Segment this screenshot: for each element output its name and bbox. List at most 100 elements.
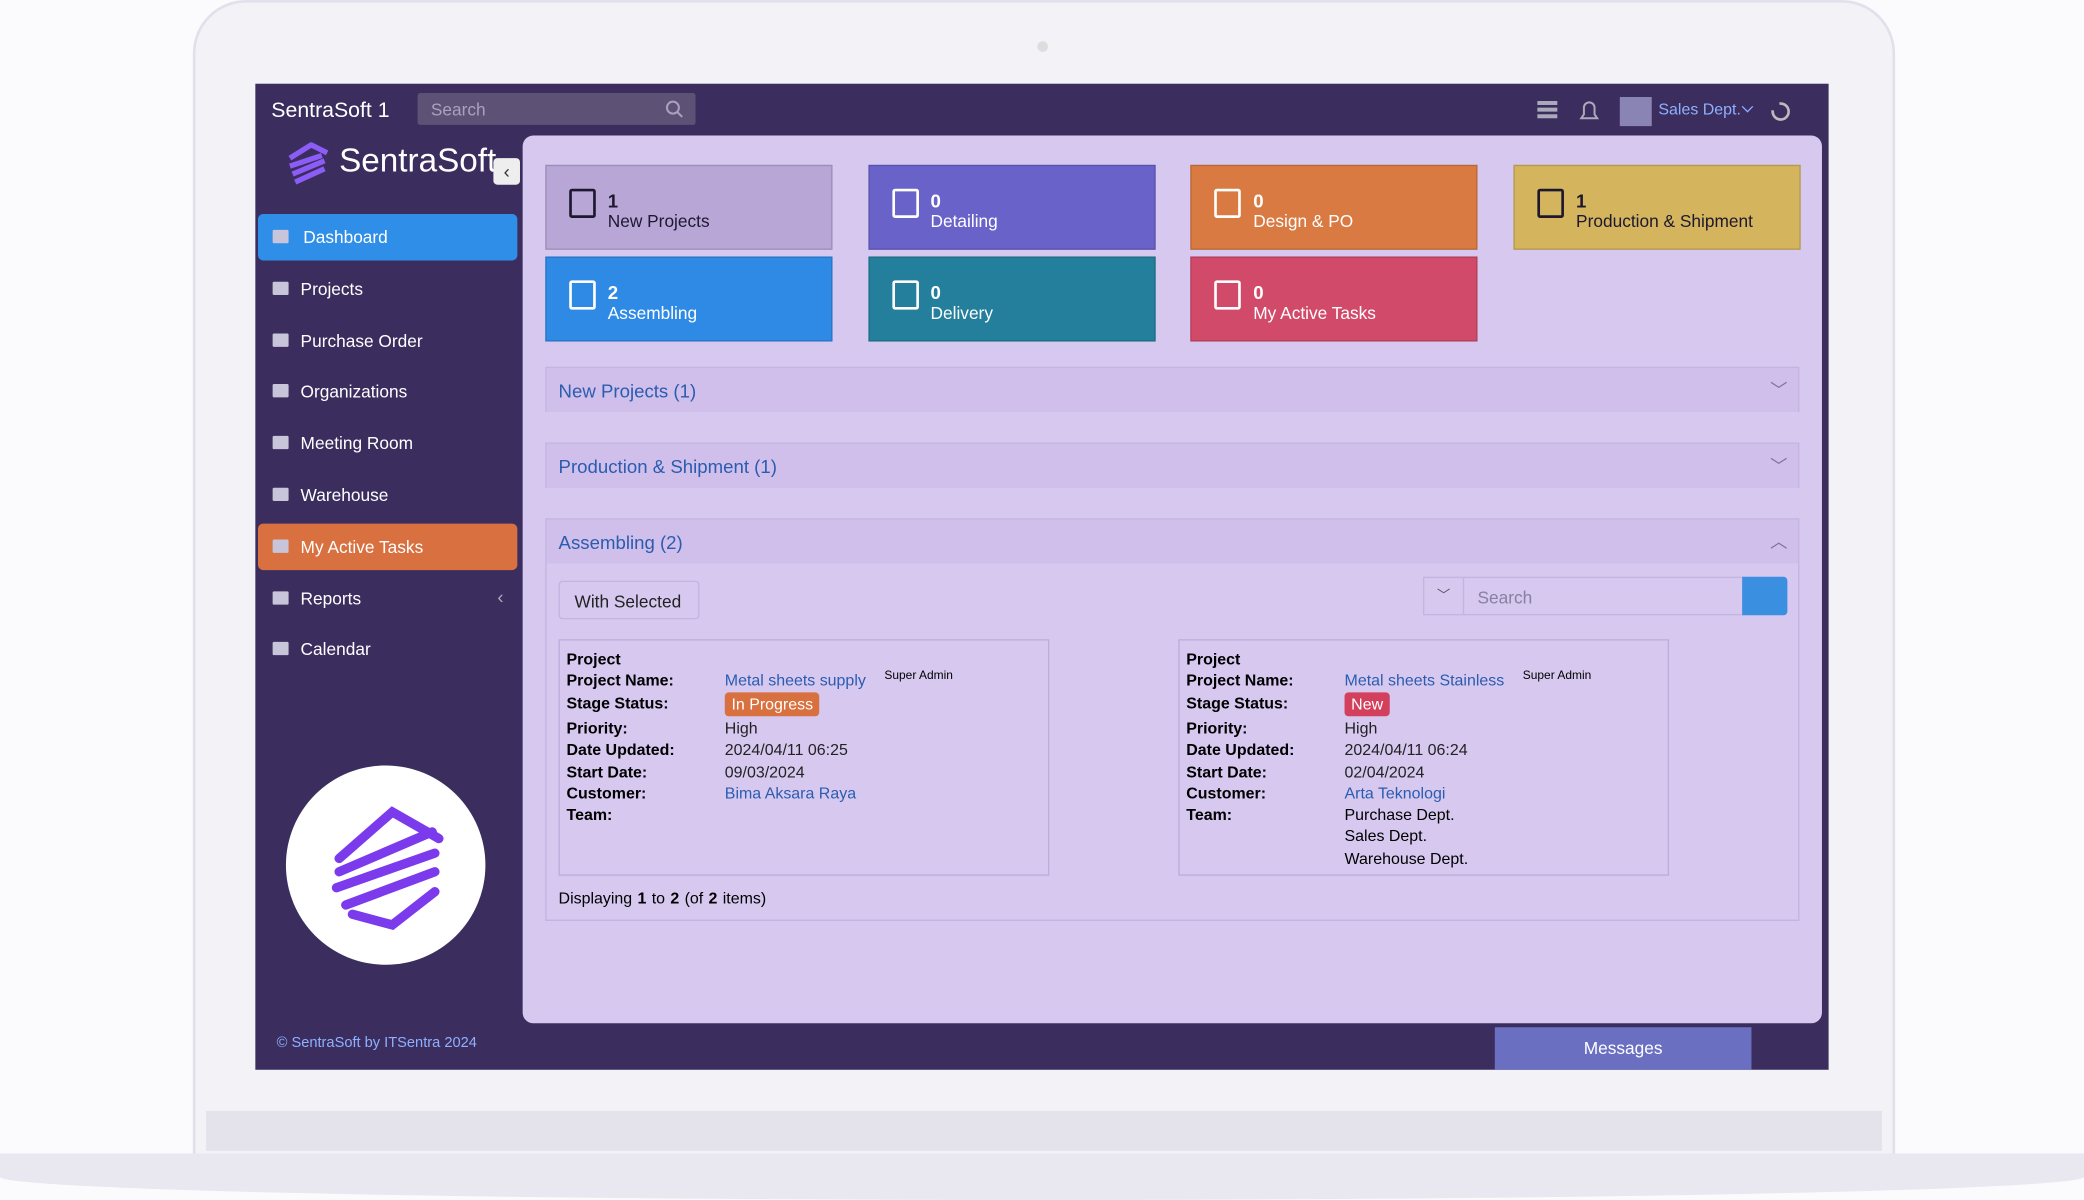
pager-text: Displaying: [558, 889, 633, 908]
search-button[interactable]: [1742, 576, 1788, 616]
status-tile[interactable]: 1 Production & Shipment: [1513, 164, 1801, 250]
menu-item[interactable]: Meeting Room: [258, 420, 517, 467]
brand: SentraSoft 1: [271, 99, 390, 123]
menu-label: Dashboard: [303, 227, 388, 248]
search-dropdown[interactable]: ﹀: [1422, 576, 1465, 616]
menu-item[interactable]: Dashboard: [258, 213, 518, 261]
author-tag: Super Admin: [1522, 668, 1592, 682]
with-selected-button[interactable]: With Selected: [558, 580, 700, 620]
search-placeholder: Search: [1477, 587, 1533, 608]
search-input[interactable]: Search: [1462, 576, 1744, 616]
panel-toggle: ﹀: [1770, 455, 1788, 476]
tile-count: 1: [1576, 190, 1587, 212]
field-label: Start Date:: [566, 762, 648, 781]
pager-text: items): [722, 889, 767, 908]
pager-text: to: [651, 889, 666, 908]
panel-header[interactable]: Assembling (2) ︿: [546, 519, 1799, 564]
laptop-base: [0, 1153, 2084, 1200]
logo-circle: [285, 765, 486, 965]
menu-icon: [272, 642, 289, 656]
status-badge: New: [1344, 692, 1390, 717]
tile-label: My Active Tasks: [1253, 302, 1376, 323]
project-link[interactable]: Metal sheets supply: [724, 671, 866, 690]
tile-count: 0: [1253, 190, 1264, 212]
status-tile[interactable]: 0 Detailing: [868, 164, 1156, 250]
menu-item[interactable]: My Active Tasks: [258, 523, 518, 570]
tile-icon: [891, 280, 919, 310]
status-tile[interactable]: 2 Assembling: [545, 256, 833, 342]
status-tile[interactable]: 0 Delivery: [868, 256, 1156, 342]
panel-body: With Selected ﹀ Search Project Project Name:…: [546, 563, 1799, 920]
tile-icon: [569, 188, 596, 218]
field-label: Team:: [1186, 805, 1233, 824]
project-card: Project Project Name: Metal sheets Stainle…: [1178, 639, 1670, 876]
field-value[interactable]: Bima Aksara Raya: [724, 783, 857, 803]
messages-button[interactable]: Messages: [1494, 1027, 1752, 1070]
panel-toggle: ︿: [1770, 531, 1788, 552]
tile-count: 0: [930, 190, 941, 212]
panel-toggle: ﹀: [1770, 380, 1788, 400]
tile-icon: [1214, 188, 1242, 218]
menu-label: Calendar: [300, 639, 371, 660]
search-placeholder: Search: [430, 99, 486, 120]
status-tile[interactable]: 0 My Active Tasks: [1190, 256, 1479, 342]
pager-text: 2: [670, 889, 680, 908]
tile-label: Design & PO: [1253, 211, 1354, 232]
status-badge: In Progress: [724, 692, 820, 717]
field-value: 2024/04/11 06:25: [724, 740, 848, 760]
team-member: Sales Dept.: [1344, 826, 1428, 846]
project-link[interactable]: Metal sheets Stainless: [1344, 671, 1505, 690]
submenu-arrow: ‹: [497, 585, 504, 607]
team-member: Purchase Dept.: [1344, 805, 1455, 824]
sidebar-logo: SentraSoft: [339, 142, 497, 180]
tile-icon: [1214, 280, 1242, 310]
button-label: With Selected: [574, 591, 682, 612]
card-title: Project: [1186, 649, 1241, 669]
field-value: High: [1344, 718, 1378, 738]
collapsible-panel: Production & Shipment (1) ﹀: [545, 442, 1800, 488]
field-value[interactable]: Arta Teknologi: [1344, 783, 1446, 803]
menu-item[interactable]: Calendar: [258, 626, 517, 673]
top-search[interactable]: Search: [417, 93, 696, 125]
screen: SentraSoft 1 Search Sales Dept. SentraSo…: [255, 83, 1829, 1070]
field-value: 09/03/2024: [724, 762, 805, 781]
panel-header[interactable]: New Projects (1) ﹀: [546, 368, 1799, 412]
menu-item[interactable]: Organizations: [258, 369, 517, 416]
logo-graphic: [331, 806, 444, 931]
pager: Displaying 1 to 2 (of 2 items): [559, 889, 767, 908]
panel-title: Assembling (2): [558, 531, 683, 553]
menu-item[interactable]: Warehouse: [258, 472, 517, 519]
menu-icon: [272, 539, 289, 553]
menu-item[interactable]: Projects: [258, 266, 517, 313]
field-label: Customer:: [566, 783, 647, 803]
tile-label: Detailing: [930, 211, 998, 232]
search-icon: [665, 100, 683, 118]
tile-label: Delivery: [930, 302, 993, 323]
tile-label: Production & Shipment: [1576, 211, 1753, 232]
laptop-hinge: [206, 1110, 1882, 1151]
field-label: Date Updated:: [566, 740, 675, 760]
collapsible-panel: Assembling (2) ︿ With Selected ﹀ Search Proje…: [545, 518, 1800, 921]
tile-icon: [891, 188, 919, 218]
status-tile[interactable]: 1 New Projects: [545, 164, 833, 250]
team-member: Warehouse Dept.: [1344, 848, 1469, 868]
main-content: 1 New Projects 0 Detailing 0 Design & PO 1 Prod…: [522, 135, 1822, 1024]
panel-header[interactable]: Production & Shipment (1) ﹀: [546, 443, 1799, 488]
field-value: 2024/04/11 06:24: [1344, 740, 1468, 760]
status-tile[interactable]: 0 Design & PO: [1190, 164, 1479, 250]
collapse-button[interactable]: ‹: [493, 158, 520, 185]
menu-label: Warehouse: [300, 485, 389, 505]
menu-item[interactable]: Purchase Order: [258, 317, 517, 364]
field-label: Project Name:: [1186, 671, 1294, 690]
menu-label: Projects: [300, 278, 364, 299]
user-name[interactable]: Sales Dept.: [1658, 99, 1741, 119]
author-tag: Super Admin: [884, 668, 953, 682]
camera: [1037, 41, 1048, 52]
menu-icon: [272, 333, 289, 347]
menu-icon: [272, 229, 289, 244]
tile-icon: [569, 280, 596, 310]
panel-title: Production & Shipment (1): [558, 455, 777, 478]
menu-item[interactable]: Reports ‹: [258, 575, 517, 622]
top-icons[interactable]: [1536, 97, 1802, 127]
